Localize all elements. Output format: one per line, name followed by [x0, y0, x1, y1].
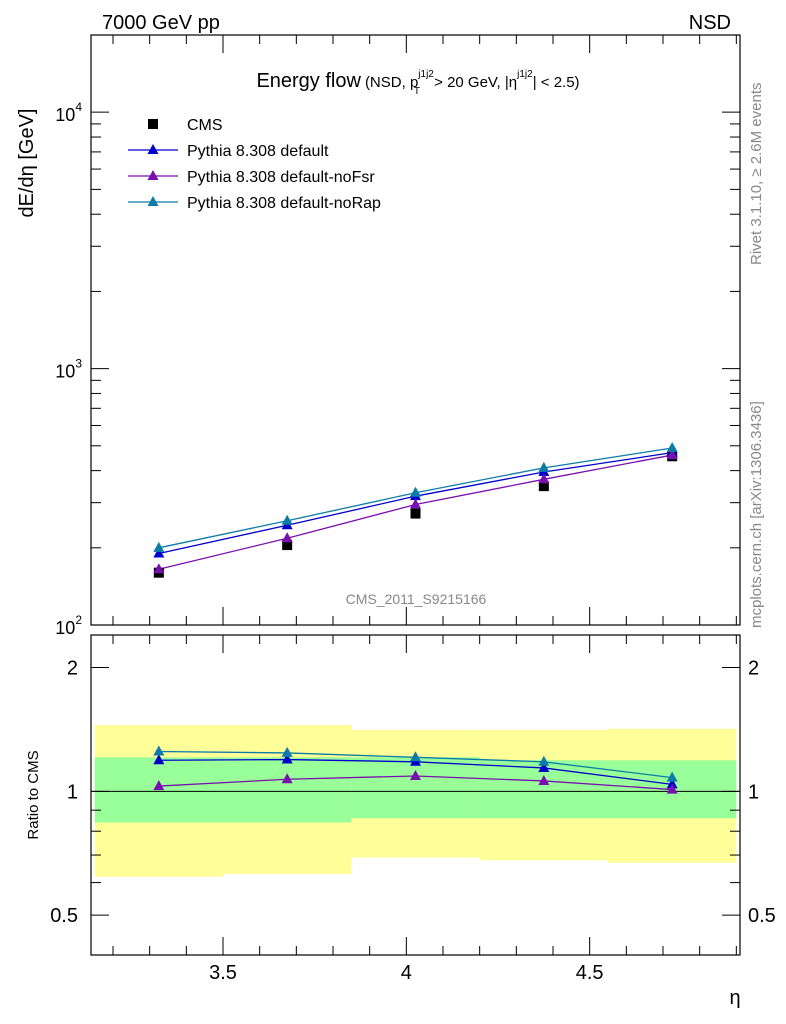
- y-tick-base: 10: [55, 105, 75, 125]
- ratio-marker: [153, 754, 165, 765]
- legend-triangle: [147, 196, 159, 206]
- triangle-marker: [281, 532, 293, 543]
- ratio-marker: [538, 774, 550, 785]
- title-sub1: T: [414, 86, 420, 97]
- x-tick-label: 4: [401, 962, 412, 984]
- lower-y-tick-labels: 0.5 0.5 1 1 2 2: [50, 658, 776, 928]
- rivet-version-label: Rivet 3.1.10, ≥ 2.6M events: [748, 83, 765, 266]
- triangle-marker: [153, 547, 165, 558]
- process-label: NSD: [689, 12, 731, 34]
- x-tick-label: 3.5: [209, 962, 237, 984]
- square-marker: [410, 508, 421, 519]
- inner-band: [351, 757, 480, 819]
- legend-label: CMS: [187, 117, 223, 134]
- ratio-marker: [410, 769, 421, 780]
- y-tick-label: 1: [67, 781, 78, 803]
- inner-band: [223, 757, 352, 823]
- y-tick-label-right: 2: [748, 658, 759, 680]
- legend-triangle: [147, 170, 159, 180]
- upper-series-markers: [153, 442, 678, 578]
- x-tick-labels: 3.5 4 4.5: [209, 962, 603, 984]
- ratio-marker: [666, 778, 678, 789]
- y-tick-exponent: 3: [75, 357, 82, 371]
- legend-label: Pythia 8.308 default-noFsr: [187, 169, 375, 186]
- upper-y-axis-label: dE/dη [GeV]: [16, 109, 38, 218]
- y-tick-exponent: 4: [75, 100, 82, 114]
- triangle-marker: [281, 514, 293, 525]
- ratio-marker: [281, 746, 293, 757]
- title-main: Energy flow: [256, 70, 361, 92]
- ratio-marker: [538, 761, 550, 772]
- legend-label: Pythia 8.308 default: [187, 143, 329, 160]
- legend: CMS Pythia 8.308 default Pythia 8.308 defa…: [128, 117, 381, 212]
- y-tick-label: 0.5: [50, 905, 78, 927]
- mcplots-label: mcplots.cern.ch [arXiv:1306.3436]: [748, 401, 765, 628]
- triangle-marker: [666, 449, 678, 460]
- x-tick-label: 4.5: [576, 962, 604, 984]
- y-tick-base: 10: [55, 618, 75, 638]
- triangle-marker: [153, 563, 165, 574]
- legend-square: [148, 119, 158, 129]
- lower-series-markers: [153, 745, 678, 794]
- upper-frame: [90, 34, 741, 626]
- y-tick-label-right: 1: [748, 781, 759, 803]
- square-marker: [282, 540, 293, 551]
- lower-frame: [90, 634, 741, 956]
- legend-label: Pythia 8.308 default-noRap: [187, 195, 381, 212]
- title-sup2: j1j2: [516, 69, 533, 80]
- ratio-marker: [410, 751, 421, 762]
- collision-label: 7000 GeV pp: [102, 12, 220, 34]
- triangle-marker: [410, 498, 421, 509]
- y-tick-label: 103: [55, 357, 82, 382]
- triangle-marker: [538, 473, 550, 484]
- lower-panel: 0.5 0.5 1 1 2 2 3.5 4 4.5: [50, 634, 776, 984]
- square-marker: [538, 481, 549, 492]
- lower-axis-ticks: [91, 635, 740, 956]
- ratio-marker: [538, 755, 550, 766]
- lower-y-axis-label: Ratio to CMS: [25, 750, 42, 839]
- title-mid: > 20 GeV, |η: [430, 74, 517, 91]
- analysis-watermark: CMS_2011_S9215166: [346, 591, 487, 607]
- y-tick-base: 10: [55, 362, 75, 382]
- y-tick-label: 104: [55, 100, 82, 125]
- title-open: (NSD, p: [365, 74, 418, 91]
- ratio-marker: [666, 783, 678, 794]
- ratio-marker: [153, 780, 165, 791]
- ratio-marker: [281, 773, 293, 784]
- ratio-marker: [666, 771, 678, 782]
- x-axis-label: η: [729, 987, 740, 1009]
- triangle-marker: [666, 442, 678, 453]
- y-tick-exponent: 2: [75, 613, 82, 627]
- y-tick-label: 102: [55, 613, 82, 638]
- triangle-marker: [153, 541, 165, 552]
- y-tick-label: 2: [67, 658, 78, 680]
- plot-title: Energy flow (NSD, pj1j2 T > 20 GeV, |ηj1j2…: [256, 69, 579, 97]
- triangle-marker: [538, 461, 550, 472]
- title-close: | < 2.5): [533, 74, 580, 91]
- ratio-marker: [281, 753, 293, 764]
- y-tick-label-right: 0.5: [748, 905, 776, 927]
- title-sup1: j1j2: [417, 69, 434, 80]
- ratio-marker: [153, 745, 165, 756]
- triangle-marker: [410, 486, 421, 497]
- uncertainty-bands: [94, 724, 737, 877]
- legend-triangle: [147, 144, 159, 154]
